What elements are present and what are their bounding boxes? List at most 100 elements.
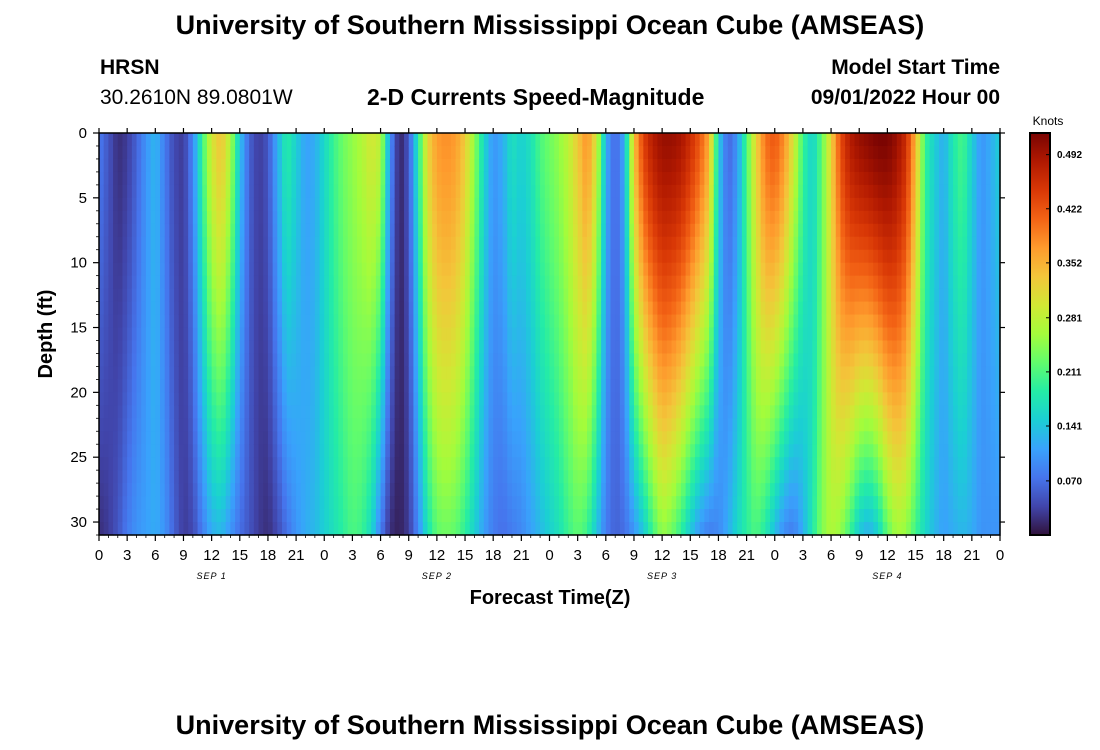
heatmap-cell xyxy=(469,457,476,471)
heatmap-cell xyxy=(267,327,274,342)
heatmap-cell xyxy=(507,171,513,186)
heatmap-cell xyxy=(300,496,307,510)
heatmap-cell xyxy=(676,275,682,290)
heatmap-cell xyxy=(282,275,288,290)
heatmap-cell xyxy=(751,509,757,523)
heatmap-cell xyxy=(765,197,771,212)
heatmap-cell xyxy=(343,158,349,173)
heatmap-cell xyxy=(690,158,696,173)
heatmap-cell xyxy=(582,392,588,406)
heatmap-cell xyxy=(113,133,119,147)
heatmap-cell xyxy=(314,314,321,329)
heatmap-cell xyxy=(300,288,307,303)
heatmap-cell xyxy=(192,301,199,316)
heatmap-cell xyxy=(455,223,461,238)
heatmap-cell xyxy=(657,236,663,251)
heatmap-cell xyxy=(145,236,152,251)
heatmap-cell xyxy=(145,158,152,173)
heatmap-cell xyxy=(516,366,522,380)
heatmap-cell xyxy=(605,197,612,212)
heatmap-cell xyxy=(122,301,128,316)
heatmap-cell xyxy=(164,275,170,290)
heatmap-cell xyxy=(732,418,738,432)
heatmap-cell xyxy=(784,275,790,290)
heatmap-cell xyxy=(530,327,537,342)
heatmap-cell xyxy=(446,483,452,497)
heatmap-cell xyxy=(737,288,743,303)
heatmap-cell xyxy=(469,483,476,497)
heatmap-cell xyxy=(131,171,138,186)
heatmap-cell xyxy=(826,353,832,368)
heatmap-cell xyxy=(629,509,635,523)
heatmap-cell xyxy=(558,457,565,471)
heatmap-cell xyxy=(760,210,766,225)
heatmap-cell xyxy=(418,431,424,445)
heatmap-cell xyxy=(282,522,288,536)
heatmap-cell xyxy=(615,236,621,251)
heatmap-cell xyxy=(206,483,213,497)
heatmap-cell xyxy=(591,158,598,173)
heatmap-cell xyxy=(455,171,461,186)
heatmap-cell xyxy=(572,418,579,432)
heatmap-cell xyxy=(474,353,480,368)
heatmap-cell xyxy=(798,210,804,225)
heatmap-cell xyxy=(558,353,565,368)
heatmap-cell xyxy=(732,483,738,497)
heatmap-cell xyxy=(793,444,799,458)
heatmap-cell xyxy=(755,133,762,147)
heatmap-cell xyxy=(422,210,429,225)
heatmap-cell xyxy=(816,431,823,445)
heatmap-cell xyxy=(160,275,166,290)
heatmap-cell xyxy=(845,249,851,264)
heatmap-cell xyxy=(676,301,682,316)
heatmap-cell xyxy=(333,197,339,212)
heatmap-cell xyxy=(394,210,400,225)
heatmap-cell xyxy=(662,496,668,510)
heatmap-cell xyxy=(544,418,551,432)
heatmap-cell xyxy=(549,431,555,445)
heatmap-cell xyxy=(127,314,133,329)
heatmap-cell xyxy=(591,366,598,380)
heatmap-cell xyxy=(103,236,109,251)
heatmap-cell xyxy=(816,327,823,342)
heatmap-cell xyxy=(338,327,344,342)
heatmap-cell xyxy=(779,210,785,225)
heatmap-cell xyxy=(272,288,278,303)
heatmap-cell xyxy=(587,496,593,510)
heatmap-cell xyxy=(427,171,433,186)
heatmap-cell xyxy=(685,522,691,536)
heatmap-cell xyxy=(328,379,335,393)
heatmap-cell xyxy=(103,223,109,238)
heatmap-cell xyxy=(310,197,316,212)
heatmap-cell xyxy=(253,353,260,368)
heatmap-cell xyxy=(230,431,236,445)
heatmap-cell xyxy=(305,249,311,264)
heatmap-cell xyxy=(385,158,391,173)
heatmap-cell xyxy=(352,340,358,355)
heatmap-cell xyxy=(765,470,771,484)
heatmap-cell xyxy=(103,496,109,510)
heatmap-cell xyxy=(286,405,292,419)
heatmap-cell xyxy=(826,379,832,393)
heatmap-cell xyxy=(136,353,142,368)
heatmap-cell xyxy=(601,262,607,277)
heatmap-cell xyxy=(371,405,377,419)
heatmap-cell xyxy=(751,418,757,432)
heatmap-cell xyxy=(671,171,677,186)
heatmap-cell xyxy=(816,353,823,368)
heatmap-cell xyxy=(99,405,105,419)
heatmap-cell xyxy=(145,457,152,471)
heatmap-cell xyxy=(605,210,612,225)
heatmap-cell xyxy=(103,249,109,264)
heatmap-cell xyxy=(760,184,766,199)
heatmap-cell xyxy=(230,249,236,264)
heatmap-cell xyxy=(286,366,292,380)
heatmap-cell xyxy=(774,171,781,186)
heatmap-cell xyxy=(455,210,461,225)
heatmap-cell xyxy=(178,133,185,147)
heatmap-cell xyxy=(221,288,227,303)
heatmap-cell xyxy=(699,444,705,458)
heatmap-cell xyxy=(253,158,260,173)
heatmap-cell xyxy=(662,366,668,380)
heatmap-cell xyxy=(643,145,649,160)
